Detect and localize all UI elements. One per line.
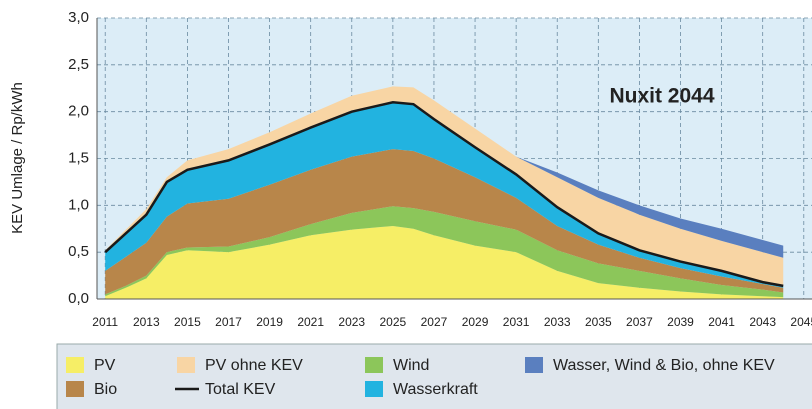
legend-label: Total KEV bbox=[205, 381, 276, 398]
x-tick-label: 2045 bbox=[790, 315, 812, 329]
legend-label: Wasserkraft bbox=[393, 381, 478, 398]
x-tick-label: 2019 bbox=[256, 315, 283, 329]
legend-swatch bbox=[525, 357, 543, 373]
line bbox=[104, 101, 784, 288]
x-tick-label: 2027 bbox=[421, 315, 448, 329]
x-tick-label: 2021 bbox=[297, 315, 324, 329]
y-axis-label: KEV Umlage / Rp/kWh bbox=[9, 82, 26, 234]
legend bbox=[56, 343, 812, 409]
y-tick-label: 0,5 bbox=[68, 243, 89, 260]
x-tick-label: 2013 bbox=[133, 315, 160, 329]
legend-swatch bbox=[177, 357, 195, 373]
x-tick-label: 2039 bbox=[667, 315, 694, 329]
x-tick-label: 2031 bbox=[503, 315, 530, 329]
legend-swatch bbox=[365, 357, 383, 373]
legend-label: Bio bbox=[94, 381, 117, 398]
annotation: Nuxit 2044 bbox=[609, 85, 714, 108]
y-tick-label: 2,5 bbox=[68, 56, 89, 73]
x-tick-label: 2037 bbox=[626, 315, 653, 329]
x-tick-label: 2043 bbox=[749, 315, 776, 329]
legend-swatch bbox=[365, 381, 383, 397]
y-tick-label: 1,5 bbox=[68, 149, 89, 166]
x-tick-label: 2041 bbox=[708, 315, 735, 329]
legend-label: Wind bbox=[393, 357, 429, 374]
legend-swatch bbox=[66, 357, 84, 373]
area bbox=[105, 86, 784, 286]
x-tick-label: 2035 bbox=[585, 315, 612, 329]
areas bbox=[104, 86, 784, 299]
x-tick-label: 2023 bbox=[338, 315, 365, 329]
y-tick-label: 1,0 bbox=[68, 196, 89, 213]
legend-label: PV bbox=[94, 357, 116, 374]
legend-label: PV ohne KEV bbox=[205, 357, 303, 374]
legend-items: PV Wind Bio Wasserkraft PV ohne KEV Wasser, W… bbox=[66, 357, 775, 398]
x-tick-label: 2011 bbox=[92, 315, 118, 329]
area bbox=[105, 206, 784, 298]
y-tick-label: 0,0 bbox=[68, 290, 89, 307]
x-tick-label: 2025 bbox=[380, 315, 407, 329]
x-tick-label: 2017 bbox=[215, 315, 242, 329]
area bbox=[105, 149, 784, 295]
legend-swatch bbox=[66, 381, 84, 397]
y-tick-label: 3,0 bbox=[68, 9, 89, 26]
y-tick-label: 2,0 bbox=[68, 103, 89, 120]
x-tick-label: 2015 bbox=[174, 315, 201, 329]
area bbox=[105, 102, 784, 288]
area bbox=[105, 225, 784, 299]
x-tick-label: 2029 bbox=[462, 315, 489, 329]
legend-label: Wasser, Wind & Bio, ohne KEV bbox=[553, 357, 775, 374]
x-tick-label: 2033 bbox=[544, 315, 571, 329]
